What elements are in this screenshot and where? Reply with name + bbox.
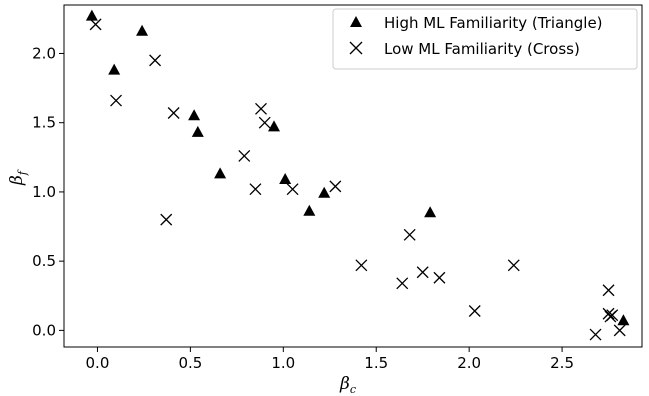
legend-label-high: High ML Familiarity (Triangle) — [384, 14, 603, 32]
cross-point — [613, 324, 626, 337]
x-tick-label: 2.5 — [550, 354, 574, 372]
triangle-point — [318, 186, 331, 198]
y-tick-label: 2.0 — [32, 44, 56, 62]
cross-point — [286, 183, 299, 196]
cross-point — [89, 18, 102, 31]
triangle-point — [214, 167, 227, 179]
x-axis-ticks: 0.0 0.5 1.0 1.5 2.0 2.5 — [86, 347, 574, 372]
data-points — [85, 9, 630, 341]
y-tick-label: 0.5 — [32, 252, 56, 270]
cross-point — [249, 183, 262, 196]
y-axis-ticks: 0.0 0.5 1.0 1.5 2.0 — [32, 44, 64, 339]
x-tick-label: 2.0 — [457, 354, 481, 372]
y-tick-label: 0.0 — [32, 321, 56, 339]
y-axis-label: βf — [7, 169, 29, 186]
legend-triangle-icon — [350, 16, 362, 27]
x-tick-label: 0.5 — [178, 354, 202, 372]
cross-point — [258, 116, 271, 129]
cross-point — [355, 259, 368, 272]
cross-point — [238, 149, 251, 162]
triangle-point — [424, 206, 437, 218]
plot-frame — [63, 4, 643, 348]
cross-point — [606, 309, 619, 322]
cross-point — [160, 213, 173, 226]
cross-point — [110, 94, 122, 107]
cross-point — [416, 266, 429, 279]
cross-point — [589, 328, 602, 341]
y-tick-label: 1.5 — [32, 114, 56, 132]
cross-point — [167, 107, 180, 119]
triangle-point — [279, 172, 292, 184]
cross-point — [602, 284, 615, 297]
cross-point — [433, 271, 446, 284]
legend-cross-icon — [349, 41, 363, 55]
x-tick-label: 0.0 — [86, 354, 110, 372]
cross-point — [329, 180, 342, 193]
cross-point — [396, 277, 409, 290]
triangle-point — [136, 24, 149, 36]
y-tick-label: 1.0 — [32, 183, 56, 201]
x-tick-label: 1.0 — [271, 354, 295, 372]
cross-point — [149, 54, 162, 67]
triangle-point — [108, 63, 121, 75]
triangle-point — [617, 314, 630, 326]
triangle-point — [188, 109, 201, 121]
triangle-point — [303, 204, 316, 216]
triangle-point — [268, 120, 281, 132]
x-tick-label: 1.5 — [364, 354, 388, 372]
cross-point — [403, 228, 416, 241]
legend-box — [332, 8, 638, 70]
triangle-point — [85, 9, 98, 21]
legend: High ML Familiarity (Triangle) Low ML Fa… — [332, 8, 638, 70]
x-axis-label: βc — [339, 374, 356, 396]
cross-point — [468, 305, 481, 317]
cross-point — [255, 102, 267, 115]
legend-label-low: Low ML Familiarity (Cross) — [384, 40, 580, 58]
cross-point — [507, 259, 520, 272]
triangle-point — [191, 125, 204, 137]
